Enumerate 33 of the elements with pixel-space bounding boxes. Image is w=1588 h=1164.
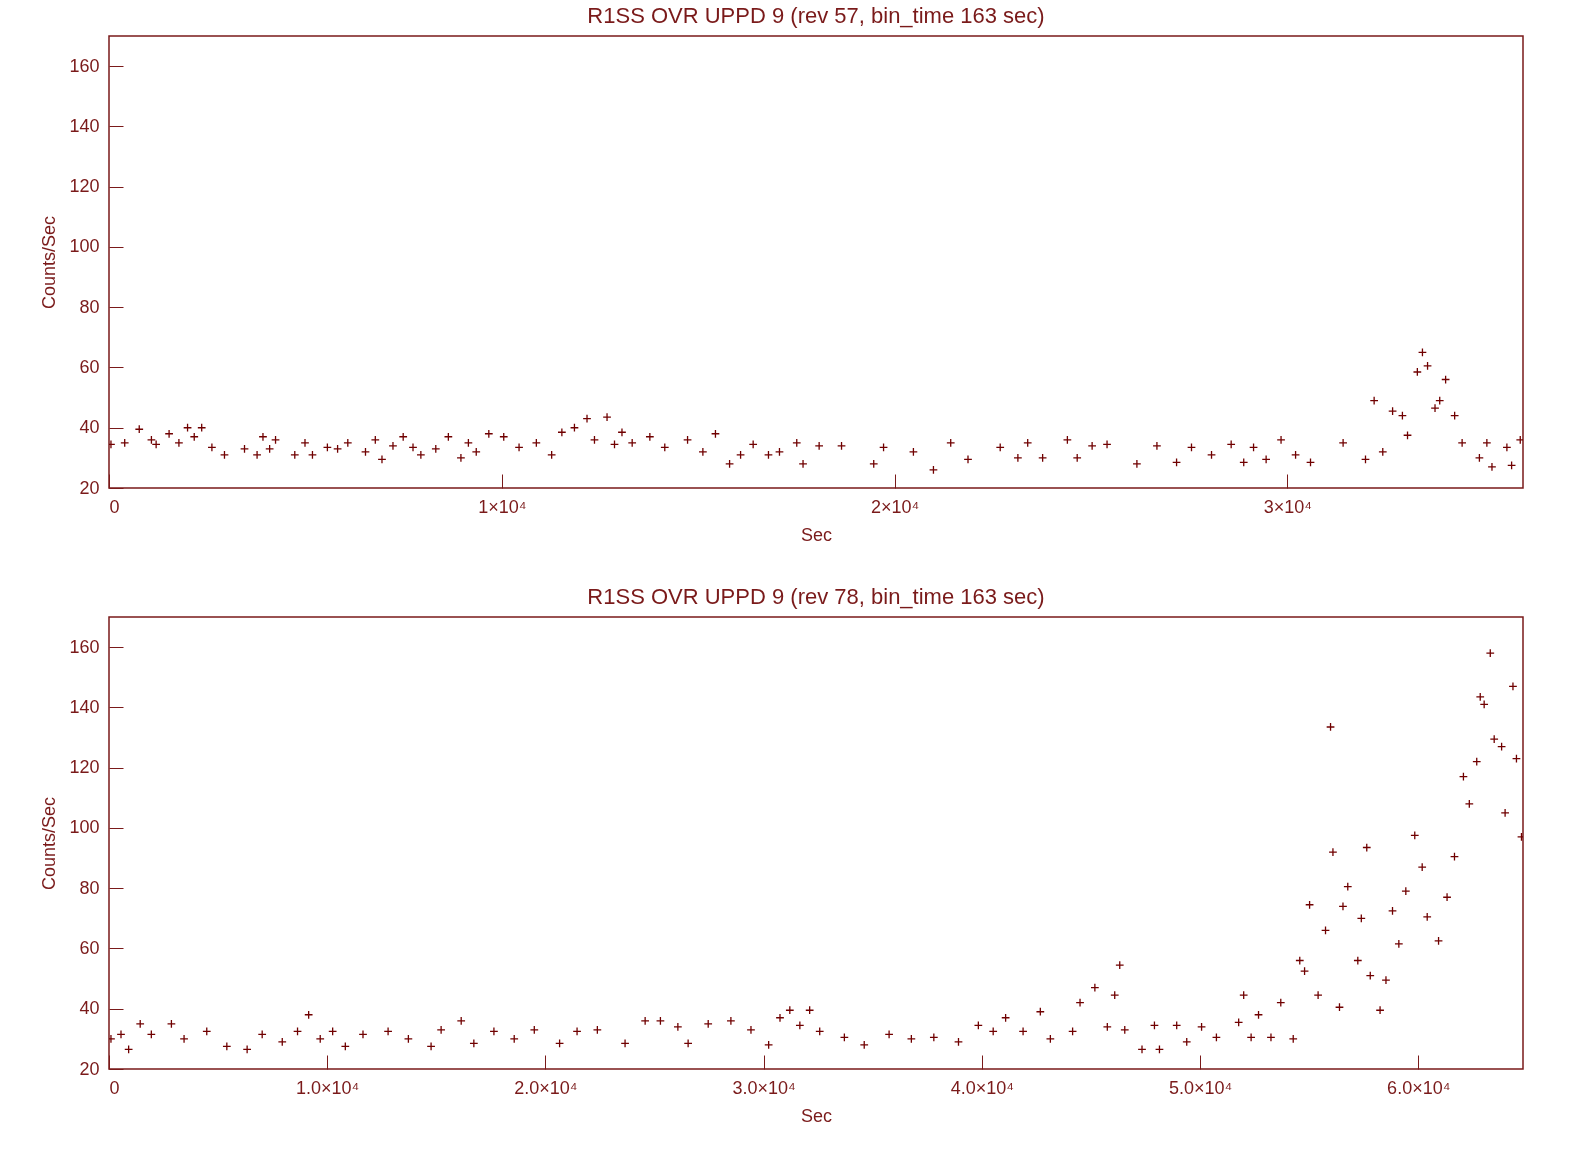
y-tick-label: 100 xyxy=(69,817,100,838)
y-tick-label: 40 xyxy=(79,998,100,1019)
x-axis-title: Sec xyxy=(800,524,833,545)
y-axis-title: Counts/Sec xyxy=(39,215,60,310)
y-tick-label: 120 xyxy=(69,757,100,778)
y-tick-label: 40 xyxy=(79,417,100,438)
x-axis-title: Sec xyxy=(800,1105,833,1126)
y-axis-title: Counts/Sec xyxy=(39,796,60,891)
y-tick-label: 160 xyxy=(69,55,100,76)
y-tick-label: 160 xyxy=(69,636,100,657)
y-tick-label: 60 xyxy=(79,937,100,958)
y-tick-label: 80 xyxy=(79,296,100,317)
y-tick-label: 80 xyxy=(79,877,100,898)
chart-title: R1SS OVR UPPD 9 (rev 57, bin_time 163 sec) xyxy=(587,3,1045,28)
x-tick-label: 5.0×10⁴ xyxy=(1168,1077,1233,1098)
x-tick-label: 1.0×10⁴ xyxy=(296,1077,360,1098)
x-tick-label: 4.0×10⁴ xyxy=(950,1077,1014,1098)
x-tick-label: 3.0×10⁴ xyxy=(732,1077,796,1098)
x-tick-label: 1×10⁴ xyxy=(478,496,527,517)
x-tick-label: 3×10⁴ xyxy=(1263,496,1312,517)
x-tick-label: 6.0×10⁴ xyxy=(1387,1077,1451,1098)
x-tick-label: 0 xyxy=(109,496,120,517)
y-tick-label: 60 xyxy=(79,356,100,377)
y-tick-label: 20 xyxy=(79,477,100,498)
chart-title: R1SS OVR UPPD 9 (rev 78, bin_time 163 sec) xyxy=(587,584,1045,609)
x-tick-label: 0 xyxy=(109,1077,120,1098)
y-tick-label: 100 xyxy=(69,236,100,257)
y-tick-label: 20 xyxy=(79,1058,100,1079)
x-tick-label: 2.0×10⁴ xyxy=(514,1077,578,1098)
x-tick-label: 2×10⁴ xyxy=(870,496,920,517)
y-tick-label: 120 xyxy=(69,176,100,197)
y-tick-label: 140 xyxy=(69,115,100,136)
y-tick-label: 140 xyxy=(69,696,100,717)
